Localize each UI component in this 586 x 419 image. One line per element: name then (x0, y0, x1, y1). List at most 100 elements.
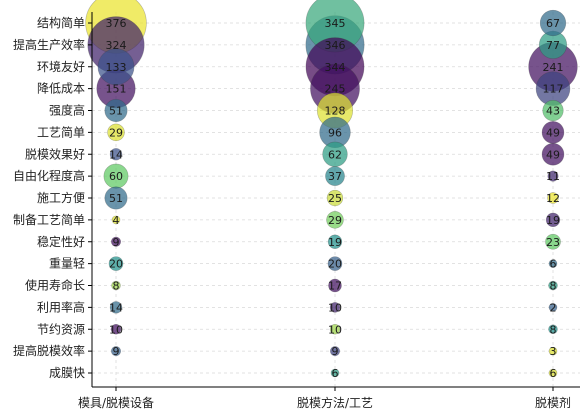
bubble-0-12 (104, 99, 128, 122)
value-label: 10 (328, 323, 342, 336)
bubble-layer (85, 0, 578, 378)
bubble-0-10 (109, 148, 123, 161)
bubble-1-6 (327, 234, 343, 249)
bubble-2-12 (542, 99, 564, 122)
value-label: 128 (325, 105, 346, 118)
value-label: 6 (550, 258, 557, 271)
value-label: 23 (546, 236, 560, 249)
y-tick-label: 环境友好 (37, 59, 85, 74)
value-label: 117 (543, 83, 564, 96)
value-label: 49 (546, 148, 560, 161)
value-label: 344 (325, 61, 346, 74)
value-label: 345 (325, 17, 346, 30)
bubble-2-4 (548, 280, 558, 291)
y-tick-label: 脱模效果好 (25, 146, 85, 161)
value-label: 8 (550, 323, 557, 336)
value-label: 133 (106, 61, 127, 74)
y-tick-label: 制备工艺简单 (13, 213, 85, 227)
value-label: 17 (328, 280, 342, 293)
y-tick-label: 施工方便 (37, 190, 85, 205)
axis-layer (88, 12, 580, 391)
bubble-1-1 (329, 346, 341, 357)
value-label: 19 (328, 236, 342, 249)
y-tick-label: 强度高 (49, 103, 85, 118)
bubble-1-9 (325, 166, 345, 186)
bubble-1-7 (326, 211, 344, 229)
value-label: 3 (550, 345, 557, 358)
bubble-1-3 (329, 302, 341, 313)
bubble-0-8 (104, 186, 128, 210)
value-label: 2 (550, 301, 557, 314)
value-label: 62 (328, 148, 342, 161)
x-tick-label: 脱模方法/工艺 (297, 395, 373, 410)
x-tick-label: 脱模剂 (535, 395, 571, 410)
value-label: 29 (109, 126, 123, 139)
value-label: 20 (328, 258, 342, 271)
y-tick-label: 提高脱模效率 (13, 343, 85, 358)
value-label: 6 (550, 367, 557, 380)
bubble-1-2 (329, 323, 341, 335)
value-label: 4 (113, 214, 120, 227)
bubble-2-9 (547, 170, 559, 182)
bubble-0-6 (110, 236, 122, 247)
bubble-1-0 (330, 368, 340, 378)
bubble-0-5 (108, 256, 124, 271)
bubble-2-5 (548, 259, 558, 268)
value-label: 346 (325, 39, 346, 52)
bubble-2-7 (545, 212, 561, 228)
y-tick-label: 利用率高 (37, 299, 85, 314)
y-tick-label: 成膜快 (49, 366, 85, 380)
bubble-1-4 (328, 278, 342, 293)
bubble-2-8 (547, 192, 559, 204)
y-tick-label: 稳定性好 (37, 234, 85, 249)
bubble-0-3 (109, 301, 123, 314)
value-label: 9 (113, 236, 120, 249)
value-label: 51 (109, 105, 123, 118)
value-label: 25 (328, 192, 342, 205)
value-label: 10 (109, 323, 123, 336)
value-label: 37 (328, 170, 342, 183)
value-label: 67 (546, 17, 560, 30)
y-tick-label: 自由化程度高 (13, 168, 85, 183)
bubble-0-2 (110, 323, 122, 335)
value-label: 29 (328, 214, 342, 227)
bubble-2-3 (548, 303, 558, 312)
y-tick-label: 结构简单 (37, 15, 85, 30)
bubble-1-8 (326, 189, 344, 207)
bubble-0-11 (107, 123, 125, 142)
bubble-2-16 (539, 9, 567, 37)
bubble-2-11 (541, 121, 565, 144)
value-label: 6 (332, 367, 339, 380)
label-layer: 9101482094516014295115113332437669101017… (13, 15, 571, 410)
value-label: 19 (546, 214, 560, 227)
value-label: 324 (106, 39, 127, 52)
value-label: 12 (546, 192, 560, 205)
y-tick-label: 使用寿命长 (25, 278, 85, 293)
bubble-1-5 (327, 256, 343, 271)
value-label: 96 (328, 126, 342, 139)
value-label: 151 (106, 83, 127, 96)
value-label: 51 (109, 192, 123, 205)
y-tick-label: 降低成本 (37, 82, 85, 96)
value-label: 43 (546, 105, 560, 118)
bubble-0-1 (110, 346, 122, 357)
value-label: 376 (106, 17, 127, 30)
bubble-0-14 (97, 48, 135, 86)
bubble-2-0 (548, 368, 558, 378)
y-tick-label: 工艺简单 (37, 125, 85, 139)
value-label: 60 (109, 170, 123, 183)
bubble-0-7 (111, 215, 121, 225)
x-tick-label: 模具/脱模设备 (78, 395, 154, 410)
y-tick-label: 重量轻 (49, 257, 85, 271)
value-label: 77 (546, 39, 560, 52)
value-label: 9 (113, 345, 120, 358)
bubble-2-6 (545, 233, 561, 250)
value-label: 20 (109, 258, 123, 271)
value-label: 14 (109, 148, 123, 161)
value-label: 245 (325, 83, 346, 96)
value-label: 10 (328, 301, 342, 314)
value-label: 11 (546, 170, 560, 183)
value-label: 8 (550, 280, 557, 293)
value-label: 241 (543, 61, 564, 74)
bubble-2-2 (548, 324, 558, 334)
